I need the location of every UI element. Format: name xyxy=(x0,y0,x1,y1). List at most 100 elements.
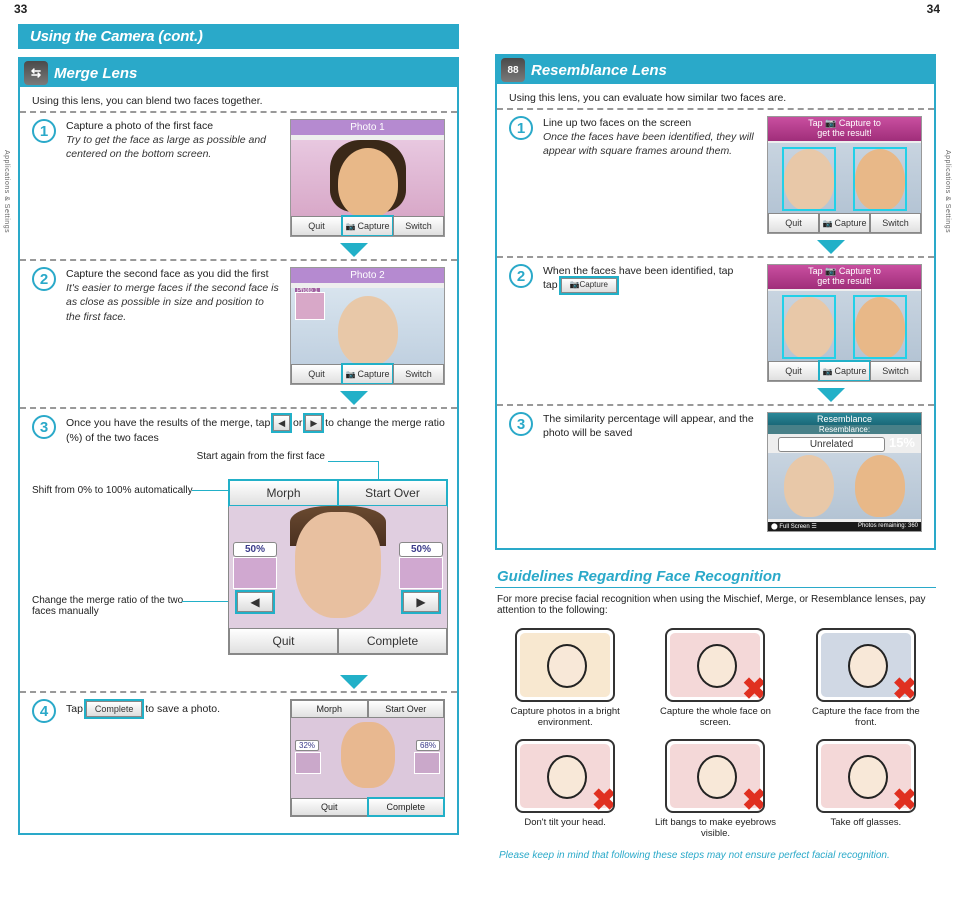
quit-button[interactable]: Quit xyxy=(291,364,342,384)
step-text: Capture a photo of the first face Try to… xyxy=(66,119,280,162)
screenshot: Photo 2 Photo 1 Quit Capture Switch xyxy=(290,267,445,385)
merge-heading: ⇆ Merge Lens xyxy=(20,59,457,87)
step-pre: Once you have the results of the merge, … xyxy=(66,417,273,429)
connector-line xyxy=(378,461,379,479)
face-frame xyxy=(782,295,836,359)
pct-right: 68% xyxy=(416,740,440,751)
guideline-cell: ✖ Don't tilt your head. xyxy=(503,739,627,840)
guideline-image: ✖ xyxy=(665,628,765,702)
capture-button[interactable]: Capture xyxy=(342,364,393,384)
page-right: 34 Applications & Settings 88 Resemblanc… xyxy=(477,0,954,911)
step-number: 1 xyxy=(509,116,533,140)
guideline-text: Lift bangs to make eyebrows visible. xyxy=(653,817,777,840)
resemblance-step-3: 3 The similarity percentage will appear,… xyxy=(497,404,934,542)
morph-button[interactable]: Morph xyxy=(291,700,368,718)
guideline-cell: Capture photos in a bright environment. xyxy=(503,628,627,729)
side-right: 50% ▶ xyxy=(399,542,443,612)
screenshot: Tap 📷 Capture to get the result! Quit Ca… xyxy=(767,264,922,382)
capture-button[interactable]: Capture xyxy=(342,216,393,236)
guidelines-intro: For more precise facial recognition when… xyxy=(495,588,936,622)
quit-button[interactable]: Quit xyxy=(291,216,342,236)
step-pre: Tap xyxy=(66,703,86,715)
quit-button[interactable]: Quit xyxy=(291,798,368,816)
resemblance-result: Unrelated xyxy=(778,437,885,452)
guideline-image: ✖ xyxy=(816,739,916,813)
main-heading: Using the Camera (cont.) xyxy=(18,24,459,49)
photo-bar: Photo 1 xyxy=(291,120,444,135)
quit-button[interactable]: Quit xyxy=(229,628,338,654)
step-text: Line up two faces on the screen Once the… xyxy=(543,116,757,159)
resemblance-section: 88 Resemblance Lens Using this lens, you… xyxy=(495,54,936,550)
quit-button[interactable]: Quit xyxy=(768,361,819,381)
step-text: Once you have the results of the merge, … xyxy=(66,415,445,445)
tap-bar: Tap 📷 Capture to get the result! xyxy=(768,117,921,141)
guideline-cell: ✖ Lift bangs to make eyebrows visible. xyxy=(653,739,777,840)
switch-button[interactable]: Switch xyxy=(393,216,444,236)
side-label-left: Applications & Settings xyxy=(3,150,10,233)
step-number: 4 xyxy=(32,699,56,723)
complete-button[interactable]: Complete xyxy=(338,628,447,654)
side-left: 50% ◀ xyxy=(233,542,277,612)
red-x-icon: ✖ xyxy=(890,676,916,702)
step-number: 2 xyxy=(509,264,533,288)
left-arrow-button[interactable]: ◀ xyxy=(273,415,290,431)
screenshot: Resemblance Resemblance: Unrelated 15% ⬤… xyxy=(767,412,922,532)
face xyxy=(338,148,398,218)
guideline-image: ✖ xyxy=(515,739,615,813)
resemblance-icon: 88 xyxy=(501,58,525,82)
red-x-icon: ✖ xyxy=(739,787,765,813)
guideline-image: ✖ xyxy=(816,628,916,702)
screenshot: Tap 📷 Capture to get the result! Quit Ca… xyxy=(767,116,922,234)
quit-button[interactable]: Quit xyxy=(768,213,819,233)
capture-inline-button[interactable]: 📷Capture xyxy=(561,278,617,293)
start-over-button[interactable]: Start Over xyxy=(338,480,447,506)
complete-inline-button[interactable]: Complete xyxy=(86,701,143,717)
face-area xyxy=(768,291,921,361)
resemblance-label: Resemblance: xyxy=(768,425,921,434)
mid-area: 32% 68% xyxy=(291,718,444,798)
right-arrow-button[interactable]: ▶ xyxy=(403,592,439,612)
switch-button[interactable]: Switch xyxy=(870,361,921,381)
resemblance-intro: Using this lens, you can evaluate how si… xyxy=(497,84,934,108)
step-number: 3 xyxy=(32,415,56,439)
merge-section: ⇆ Merge Lens Using this lens, you can bl… xyxy=(18,57,459,835)
complete-button[interactable]: Complete xyxy=(368,798,445,816)
face-area xyxy=(291,140,444,216)
mini-thumb xyxy=(295,292,325,320)
tap-bar: Tap 📷 Capture to get the result! xyxy=(768,265,921,289)
mid-area: 50% ◀ 50% ▶ xyxy=(229,506,447,628)
guideline-image xyxy=(515,628,615,702)
mini-right xyxy=(414,752,440,774)
merge-step-2: 2 Capture the second face as you did the… xyxy=(20,259,457,395)
capture-button[interactable]: Capture xyxy=(819,213,870,233)
morph-button[interactable]: Morph xyxy=(229,480,338,506)
right-arrow-button[interactable]: ▶ xyxy=(305,415,322,431)
face xyxy=(295,512,381,618)
guideline-cell: ✖Take off glasses. xyxy=(804,739,928,840)
merge-step-3: 3 Once you have the results of the merge… xyxy=(20,407,457,679)
face-frame xyxy=(782,147,836,211)
screenshot: Morph Start Over 32% 68% Quit Complete xyxy=(290,699,445,817)
step-mid: or xyxy=(293,417,305,429)
merge-step-4: 4 Tap Complete to save a photo. Morph St… xyxy=(20,691,457,827)
face-left xyxy=(784,455,834,517)
resemblance-title: Resemblance Lens xyxy=(531,62,667,79)
screenshot: Photo 1 Quit Capture Switch xyxy=(290,119,445,237)
start-over-button[interactable]: Start Over xyxy=(368,700,445,718)
capture-button[interactable]: Capture xyxy=(819,361,870,381)
step-number: 1 xyxy=(32,119,56,143)
connector-line xyxy=(192,490,228,491)
face-area xyxy=(768,143,921,213)
merge-intro: Using this lens, you can blend two faces… xyxy=(20,87,457,111)
guideline-text: Don't tilt your head. xyxy=(503,817,627,828)
mini-right xyxy=(399,557,443,589)
switch-button[interactable]: Switch xyxy=(870,213,921,233)
left-arrow-button[interactable]: ◀ xyxy=(237,592,273,612)
button-row: Quit Capture Switch xyxy=(768,213,921,233)
switch-button[interactable]: Switch xyxy=(393,364,444,384)
connector-line xyxy=(182,601,232,602)
guideline-text: Capture the whole face on screen. xyxy=(653,706,777,729)
resemblance-bar: Resemblance xyxy=(768,413,921,425)
step-sub: It's easier to merge faces if the second… xyxy=(66,281,280,324)
page-left: 33 Applications & Settings Using the Cam… xyxy=(0,0,477,911)
